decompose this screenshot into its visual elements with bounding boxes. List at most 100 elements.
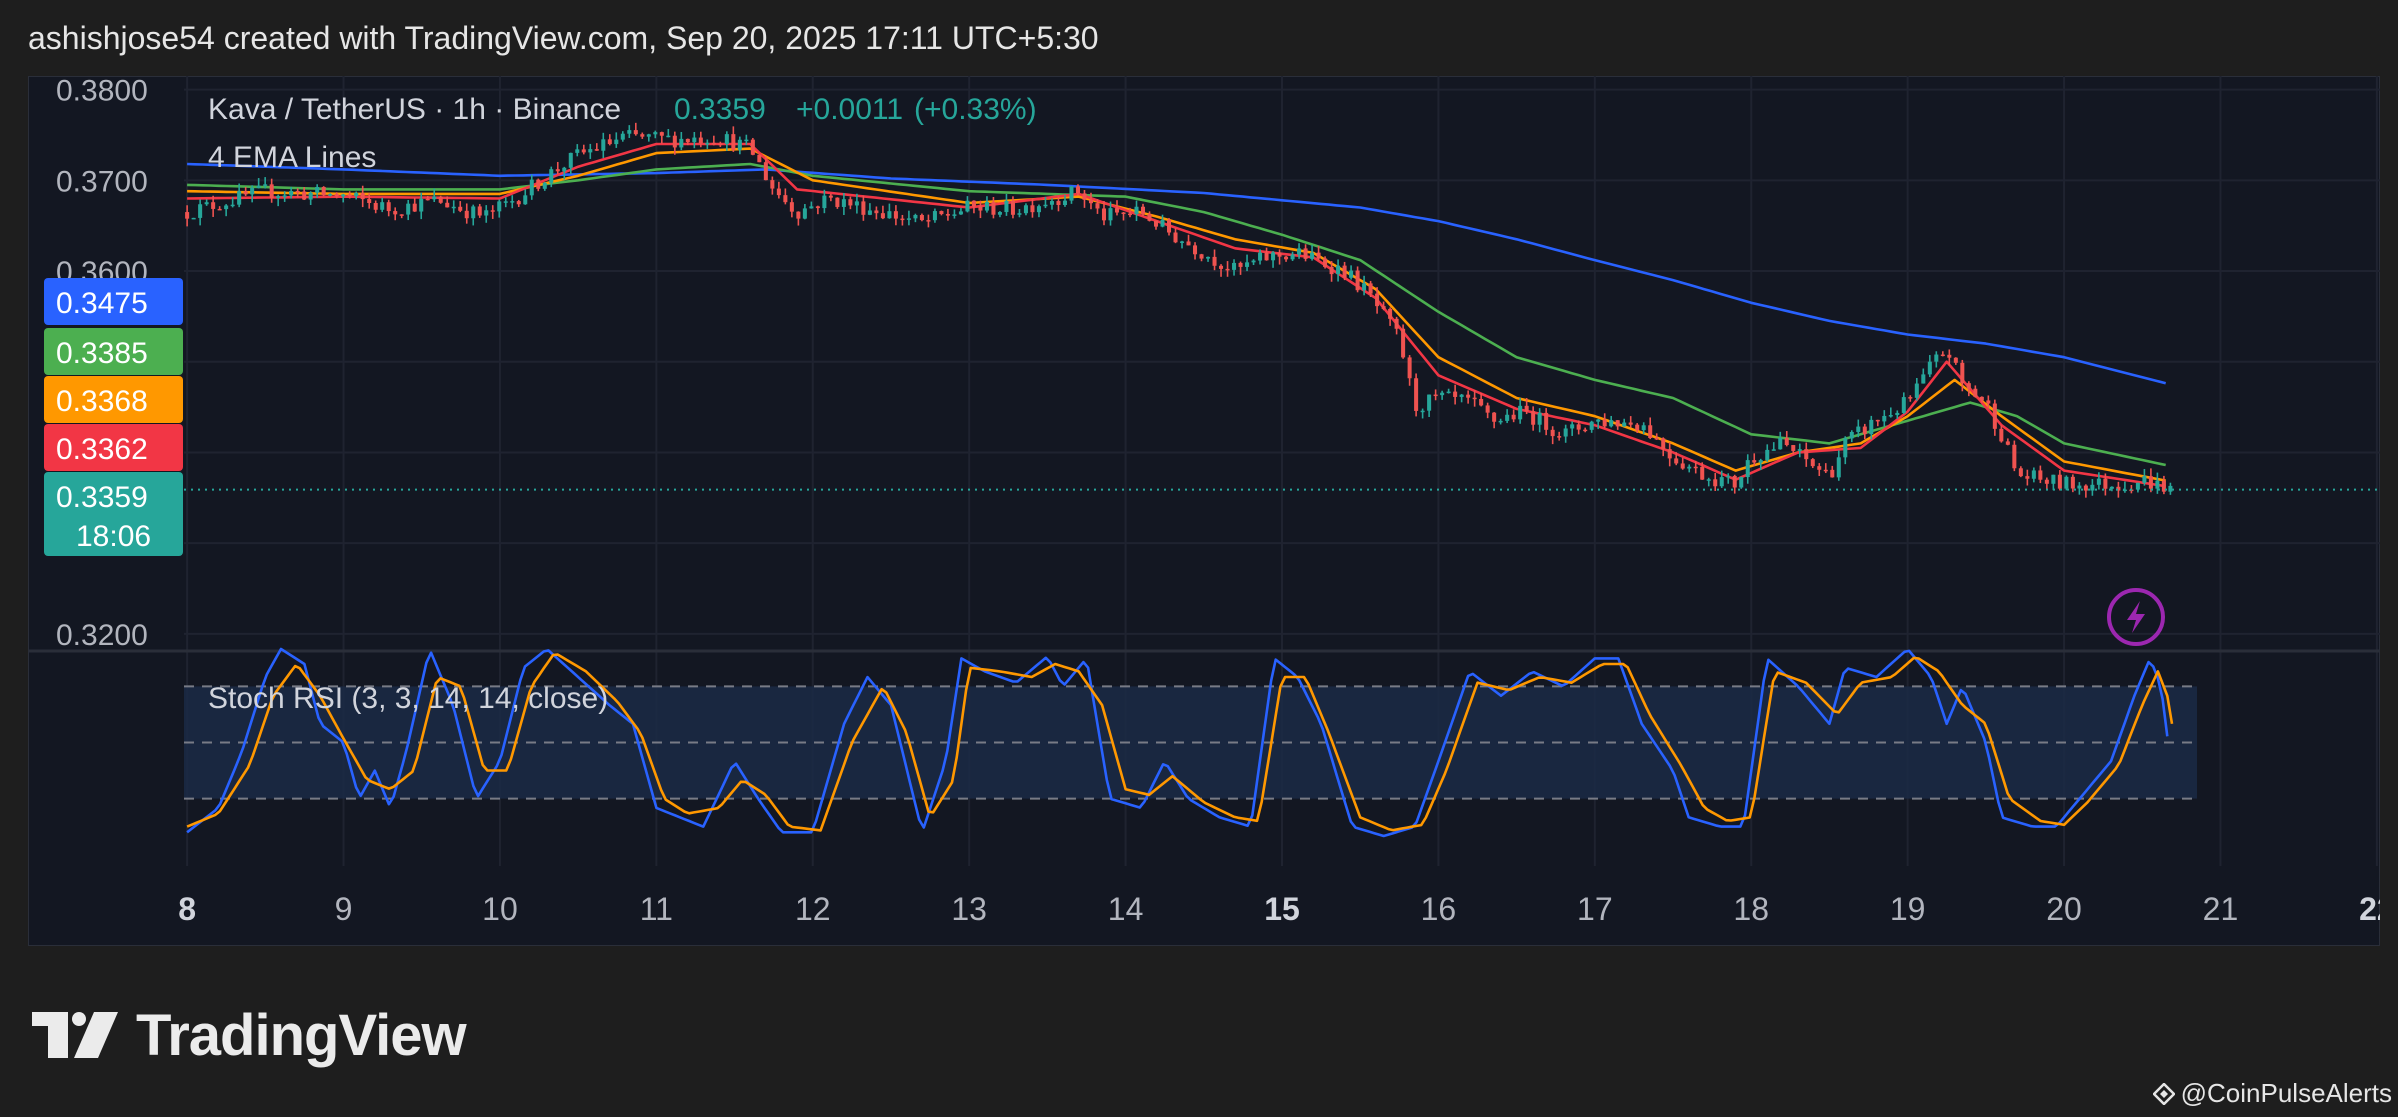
candle-body xyxy=(1069,186,1074,201)
candle-body xyxy=(1862,426,1867,435)
candle-body xyxy=(1739,477,1744,488)
time-axis-label: 9 xyxy=(335,891,353,927)
lightning-icon-ring xyxy=(2107,588,2165,646)
time-axis-label: 10 xyxy=(482,891,518,927)
candle-body xyxy=(510,201,515,203)
candle-body xyxy=(861,201,866,215)
candle-body xyxy=(1758,460,1763,463)
candle-body xyxy=(217,208,222,211)
candle-body xyxy=(1127,213,1133,216)
price-tag xyxy=(44,328,183,375)
price-axis-label: 0.3700 xyxy=(56,165,148,198)
candle-body xyxy=(1316,252,1321,259)
candle-body xyxy=(854,201,859,206)
price-tag-value: 0.3368 xyxy=(56,385,148,418)
candle-body xyxy=(1297,248,1302,255)
price-chart[interactable]: 0.38000.37000.36000.35000.34000.33000.32… xyxy=(28,76,2380,946)
ema-lines xyxy=(187,142,2167,488)
candle-body xyxy=(750,139,755,155)
candle-body xyxy=(1433,394,1438,397)
chart-caption: ashishjose54 created with TradingView.co… xyxy=(28,20,1099,56)
candle-body xyxy=(302,191,307,200)
time-axis-label: 13 xyxy=(951,891,987,927)
candle-body xyxy=(328,194,333,196)
candle-body xyxy=(1290,254,1295,260)
candle-body xyxy=(1258,252,1263,261)
candle-body xyxy=(2168,485,2173,492)
candle-body xyxy=(789,202,794,212)
candle-body xyxy=(913,215,918,219)
candle-body xyxy=(568,152,573,168)
candle-body xyxy=(744,139,749,142)
candle-body xyxy=(471,206,476,219)
tradingview-logo[interactable]: TradingView xyxy=(32,1002,467,1069)
candle-body xyxy=(1043,204,1048,207)
candle-body xyxy=(1277,252,1282,257)
candle-body xyxy=(1030,205,1035,213)
candle-body xyxy=(2018,468,2023,477)
candle-body xyxy=(1160,219,1165,227)
candle-body xyxy=(1420,410,1425,413)
candle-body xyxy=(2057,474,2062,489)
candle-body xyxy=(1544,412,1549,430)
candle-body xyxy=(2096,478,2101,485)
candle-body xyxy=(672,135,677,148)
candle-body xyxy=(958,211,963,215)
candle-body xyxy=(926,220,931,222)
quick-action-button[interactable] xyxy=(2107,588,2165,646)
candle-body xyxy=(1225,268,1230,271)
stoch-indicator-label[interactable]: Stoch RSI (3, 3, 14, 14, close) xyxy=(208,682,608,715)
candle-body xyxy=(529,179,534,196)
diamond-icon xyxy=(2152,1082,2175,1105)
candle-body xyxy=(1641,425,1646,431)
candle-body xyxy=(1596,419,1601,422)
candle-body xyxy=(1485,405,1490,413)
candle-body xyxy=(2070,476,2075,489)
candle-body xyxy=(1732,475,1737,488)
candle-body xyxy=(1849,431,1854,439)
candle-body xyxy=(1953,357,1958,363)
candle-body xyxy=(731,134,736,150)
candle-body xyxy=(1635,424,1640,431)
price-tag-value: 0.3475 xyxy=(56,287,148,320)
candle-body xyxy=(796,211,801,219)
candle-body xyxy=(276,196,281,199)
candle-body xyxy=(1407,357,1412,379)
candle-body xyxy=(1004,200,1009,213)
time-axis-label: 21 xyxy=(2203,891,2239,927)
candle-body xyxy=(1934,354,1939,362)
candle-body xyxy=(1537,412,1542,425)
candle-body xyxy=(2135,482,2140,490)
time-axis-label: 18 xyxy=(1733,891,1769,927)
candle-body xyxy=(1336,265,1341,275)
time-axis-label: 12 xyxy=(795,891,831,927)
candle-body xyxy=(399,214,404,216)
candle-body xyxy=(256,185,261,189)
candle-body xyxy=(848,199,853,206)
candle-body xyxy=(406,203,411,215)
candle-body xyxy=(1680,463,1685,469)
ema-line-green xyxy=(187,162,2166,467)
candle-body xyxy=(1557,436,1562,438)
price-tags: 0.3475 0.3385 0.3368 0.3362 0.3359 18:06 xyxy=(44,278,183,556)
candle-body xyxy=(490,210,495,212)
candle-body xyxy=(1609,420,1614,427)
candle-body xyxy=(185,212,190,219)
candle-body xyxy=(1810,459,1815,467)
last-price-tag xyxy=(44,472,183,556)
ema-indicator-label[interactable]: 4 EMA Lines xyxy=(208,141,376,174)
candle-body xyxy=(1238,262,1243,267)
candle-body xyxy=(1622,422,1627,427)
candles xyxy=(184,122,2380,498)
candle-body xyxy=(1648,425,1653,438)
candle-body xyxy=(1875,419,1880,422)
candle-body xyxy=(1661,438,1666,450)
candle-body xyxy=(893,211,898,219)
candle-body xyxy=(1888,415,1893,417)
candle-body xyxy=(2077,485,2082,489)
candle-body xyxy=(1615,420,1620,427)
candle-body xyxy=(1440,392,1445,396)
symbol-label: Kava / TetherUS · 1h · Binance xyxy=(208,93,621,126)
price-tag xyxy=(44,376,183,423)
candle-body xyxy=(516,201,521,205)
